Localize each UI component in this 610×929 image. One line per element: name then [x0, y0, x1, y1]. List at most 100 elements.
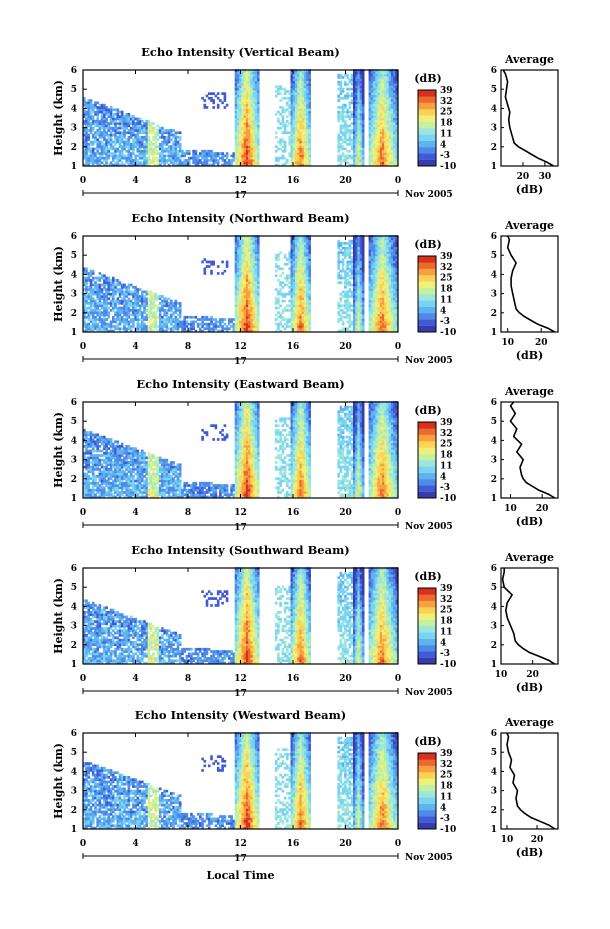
heatmap-cell: [306, 249, 309, 252]
heatmap-cell: [239, 242, 242, 245]
heatmap-cell: [152, 292, 155, 296]
heatmap-cell: [239, 246, 242, 250]
heatmap-cell: [178, 315, 182, 319]
heatmap-cell: [306, 126, 309, 130]
heatmap-cell: [339, 309, 343, 312]
heatmap-cell: [299, 161, 302, 165]
heatmap-cell: [395, 103, 398, 107]
heatmap-cell: [241, 329, 244, 333]
heatmap-cell: [357, 80, 360, 84]
heatmap-cell: [254, 83, 258, 86]
heatmap-cell: [165, 297, 169, 301]
heatmap-cell: [245, 143, 249, 146]
heatmap-cell: [353, 73, 356, 77]
heatmap-cell: [386, 108, 390, 112]
heatmap-cell: [141, 302, 144, 305]
heatmap-cell: [395, 80, 398, 84]
heatmap-cell: [201, 96, 204, 100]
heatmap-cell: [257, 83, 260, 86]
heatmap-cell: [250, 269, 253, 273]
heatmap-cell: [176, 322, 180, 326]
heatmap-cell: [361, 122, 365, 125]
heatmap-cell: [98, 302, 102, 305]
heatmap-cell: [353, 297, 356, 301]
heatmap-cell: [192, 154, 195, 158]
heatmap-cell: [176, 154, 180, 158]
heatmap-cell: [116, 325, 120, 328]
heatmap-cell: [245, 106, 249, 109]
heatmap-cell: [359, 309, 363, 312]
heatmap-cell: [234, 267, 238, 271]
heatmap-cell: [357, 237, 360, 241]
heatmap-cell: [288, 290, 291, 294]
heatmap-cell: [114, 320, 117, 324]
heatmap-cell: [237, 115, 240, 118]
heatmap-cell: [250, 309, 253, 312]
heatmap-cell: [94, 327, 97, 331]
heatmap-cell: [303, 99, 307, 102]
heatmap-cell: [158, 309, 162, 312]
heatmap-cell: [203, 149, 207, 153]
heatmap-cell: [103, 322, 106, 326]
heatmap-cell: [308, 288, 311, 291]
heatmap-cell: [87, 279, 91, 282]
heatmap-cell: [91, 140, 95, 144]
heatmap-cell: [361, 152, 365, 155]
heatmap-cell: [377, 129, 381, 132]
heatmap-cell: [248, 327, 251, 331]
heatmap-cell: [292, 239, 296, 243]
heatmap-cell: [384, 80, 387, 84]
heatmap-cell: [355, 85, 358, 89]
heatmap-cell: [234, 281, 238, 284]
heatmap-cell: [306, 78, 309, 82]
heatmap-cell: [141, 299, 144, 303]
heatmap-cell: [178, 143, 182, 146]
heatmap-cell: [388, 113, 392, 116]
heatmap-cell: [239, 311, 242, 314]
heatmap-cell: [109, 309, 113, 312]
heatmap-cell: [295, 110, 298, 114]
heatmap-cell: [107, 140, 111, 144]
heatmap-cell: [359, 159, 363, 162]
heatmap-cell: [176, 136, 180, 139]
heatmap-cell: [132, 304, 135, 308]
heatmap-cell: [187, 161, 191, 165]
heatmap-cell: [89, 269, 93, 273]
heatmap-cell: [357, 274, 360, 278]
heatmap-cell: [359, 124, 363, 128]
heatmap-cell: [143, 311, 146, 314]
heatmap-cell: [243, 122, 247, 125]
heatmap-cell: [178, 136, 182, 139]
heatmap-cell: [252, 101, 256, 105]
heatmap-cell: [152, 315, 155, 319]
heatmap-cell: [357, 138, 360, 142]
heatmap-cell: [379, 145, 383, 148]
heatmap-cell: [393, 87, 396, 91]
heatmap-cell: [245, 90, 249, 93]
heatmap-cell: [107, 133, 111, 137]
heatmap-cell: [239, 239, 242, 243]
heatmap-cell: [283, 262, 287, 266]
heatmap-cell: [303, 295, 307, 298]
heatmap-cell: [212, 101, 215, 105]
heatmap-cell: [87, 119, 91, 123]
heatmap-cell: [125, 311, 128, 314]
heatmap-cell: [370, 131, 374, 135]
heatmap-cell: [94, 131, 97, 135]
heatmap-cell: [353, 106, 356, 109]
heatmap-cell: [212, 161, 215, 165]
heatmap-cell: [377, 113, 381, 116]
heatmap-cell: [114, 318, 117, 321]
heatmap-cell: [368, 133, 372, 137]
heatmap-cell: [292, 73, 296, 77]
heatmap-cell: [241, 126, 244, 130]
heatmap-cell: [297, 106, 300, 109]
heatmap-cell: [239, 106, 242, 109]
heatmap-cell: [237, 295, 240, 298]
heatmap-cell: [116, 159, 120, 162]
heatmap-cell: [377, 90, 381, 93]
heatmap-cell: [257, 152, 260, 155]
heatmap-cell: [257, 265, 260, 268]
heatmap-cell: [156, 306, 160, 310]
heatmap-cell: [212, 159, 215, 162]
